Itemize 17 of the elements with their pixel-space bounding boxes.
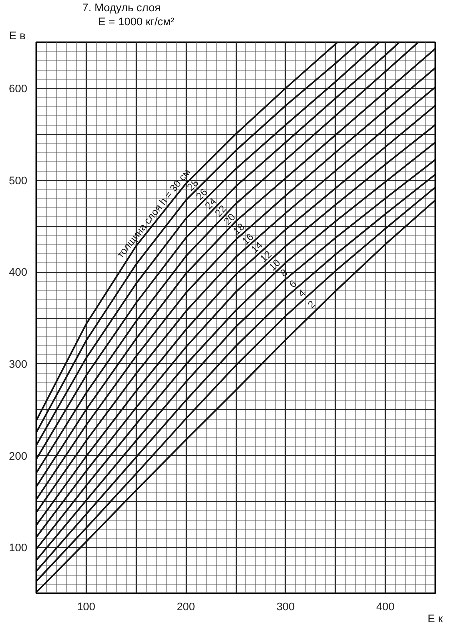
y-axis-title: E в (10, 30, 26, 42)
annotation: 2 (306, 299, 318, 312)
chart-title: 7. Модуль слоя (82, 2, 161, 14)
x-tick-label: 400 (376, 602, 395, 614)
x-tick-label: 100 (77, 602, 96, 614)
annotation: 26 (194, 186, 211, 203)
y-tick-label: 500 (9, 175, 28, 188)
y-tick-label: 300 (9, 358, 28, 371)
y-tick-label: 100 (9, 542, 28, 555)
y-tick-label: 200 (9, 450, 28, 463)
y-tick-label: 600 (9, 83, 28, 96)
y-tick-label: 400 (9, 267, 28, 280)
x-tick-label: 200 (176, 602, 196, 614)
x-tick-label: 300 (276, 602, 296, 614)
x-axis-title: E к (428, 614, 444, 626)
annotation: 8 (279, 267, 291, 280)
chart-subtitle: E = 1000 кг/см² (98, 16, 175, 28)
